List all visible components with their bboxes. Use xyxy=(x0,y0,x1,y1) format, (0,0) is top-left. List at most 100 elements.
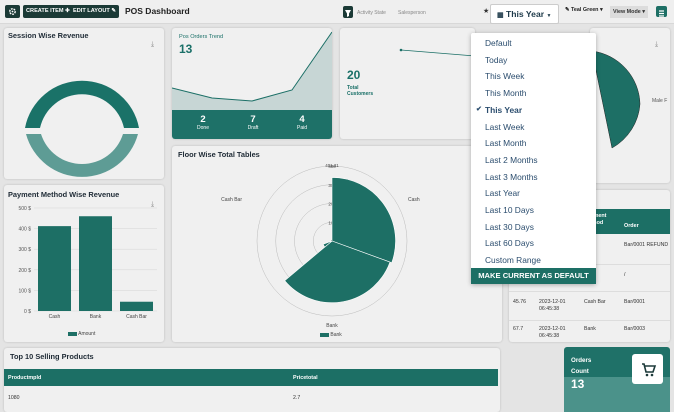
star-icon[interactable]: ★ xyxy=(483,8,490,15)
list-view-button[interactable] xyxy=(656,6,667,17)
polar-legend-label: Bank xyxy=(330,332,342,338)
cell-product: 1080 xyxy=(8,395,20,401)
cell-amount: 67.7 xyxy=(513,326,524,332)
activity-state-filter[interactable]: Activity State xyxy=(357,10,386,16)
orders-trend-title: Pos Orders Trend xyxy=(179,34,224,40)
cell-method: Cash Bar xyxy=(584,299,606,305)
customers-sparkline xyxy=(399,48,475,57)
r-max-label: 401.21 xyxy=(325,163,339,168)
theme-label: Teal Green xyxy=(571,7,599,13)
edit-layout-button[interactable]: EDIT LAYOUT ✎ xyxy=(70,5,120,18)
donut-segment-2[interactable] xyxy=(26,134,138,177)
cell-order: Bar/0003 xyxy=(624,326,646,332)
polar-segment-3[interactable] xyxy=(322,240,333,248)
floor-tables-title: Floor Wise Total Tables xyxy=(178,150,260,159)
date-option-last-year[interactable]: Last Year xyxy=(485,188,520,199)
polar-segment-2[interactable] xyxy=(284,240,391,303)
filter-button[interactable] xyxy=(343,6,353,18)
settings-button[interactable] xyxy=(5,5,20,18)
theme-selector[interactable]: ✎ Teal Green ▾ xyxy=(565,7,603,13)
stat-paid-label: Paid xyxy=(296,125,307,131)
polar-category-label: Bank xyxy=(326,323,338,329)
top-toolbar: CREATE ITEM ✚ EDIT LAYOUT ✎ POS Dashboar… xyxy=(0,0,674,24)
download-icon[interactable]: ⤓ xyxy=(655,41,659,48)
polar-category-label: Cash Bar xyxy=(221,197,242,203)
pie-slice-male[interactable] xyxy=(591,50,641,149)
bar-cash[interactable] xyxy=(38,226,71,311)
date-option-custom-range[interactable]: Custom Range xyxy=(485,255,541,266)
view-mode-selector[interactable]: View Mode ▾ xyxy=(610,6,648,18)
pencil-icon: ✎ xyxy=(111,8,117,14)
create-item-label: CREATE ITEM xyxy=(26,8,64,14)
session-donut-chart xyxy=(25,80,139,177)
legend-swatch xyxy=(68,331,77,336)
y-tick-label: 500 $ xyxy=(18,206,31,212)
cart-button[interactable] xyxy=(632,354,663,384)
orders-stats-bar xyxy=(172,110,332,139)
products-table-header: Productmpld Pricetotal xyxy=(4,369,498,386)
cell-date: 2023-12-01 06:45:38 xyxy=(539,326,566,339)
date-range-dropdown: Custom Range Last 60 Days Last 30 Days Last… xyxy=(471,33,596,284)
x-tick-label: Bank xyxy=(90,314,102,320)
stat-draft-value: 7 xyxy=(250,114,256,125)
cell-order: / xyxy=(624,272,626,278)
stat-draft-label: Draft xyxy=(247,125,259,131)
date-option-today[interactable]: Today xyxy=(485,54,508,65)
stat-done-value: 2 xyxy=(200,114,206,125)
polar-segment-1[interactable] xyxy=(331,177,396,264)
date-option-last-2-months[interactable]: Last 2 Months xyxy=(485,154,538,165)
stat-done-label: Done xyxy=(197,125,209,131)
view-mode-label: View Mode xyxy=(613,9,641,15)
make-default-button[interactable]: MAKE CURRENT AS DEFAULT xyxy=(471,268,596,284)
bar-cash-bar[interactable] xyxy=(120,301,153,311)
download-icon[interactable]: ⤓ xyxy=(151,41,155,48)
customers-card: 20 Total Customers xyxy=(340,28,475,139)
payment-revenue-title: Payment Method Wise Revenue xyxy=(8,190,120,199)
date-option-last-3-months[interactable]: Last 3 Months xyxy=(485,171,538,182)
row-divider xyxy=(509,291,670,292)
caret-down-icon: ▼ xyxy=(546,13,552,19)
orders-count-label: Orders Count xyxy=(571,357,592,375)
cell-order: Bar/0001 REFUND xyxy=(624,242,669,248)
header-order: Order xyxy=(624,223,639,229)
bar-legend: Amount xyxy=(68,331,95,337)
legend-swatch xyxy=(320,332,329,337)
orders-trend-sparkline xyxy=(172,31,332,110)
polar-grid-ring xyxy=(256,165,408,317)
y-tick-label: 200 $ xyxy=(18,268,31,274)
x-tick-label: Cash Bar xyxy=(126,314,147,320)
salesperson-filter[interactable]: Salesperson xyxy=(398,10,426,16)
cell-amount: 45.76 xyxy=(513,299,526,305)
donut-segment-1[interactable] xyxy=(25,80,139,128)
date-range-selector[interactable]: ▦ This Year ▼ xyxy=(490,4,559,24)
cell-order: Bar/0001 xyxy=(624,299,646,305)
top-products-title: Top 10 Selling Products xyxy=(10,352,94,361)
cell-price: 2.7 xyxy=(293,395,301,401)
top-products-card: Top 10 Selling Products Productmpld Pric… xyxy=(4,348,500,412)
checkmark-icon: ✔ xyxy=(476,105,482,113)
filter-icon xyxy=(345,10,351,17)
cart-icon xyxy=(642,363,657,377)
calendar-icon: ▦ xyxy=(497,12,504,19)
list-icon xyxy=(659,10,664,17)
date-option-last-week[interactable]: Last Week xyxy=(485,121,525,132)
bar-bank[interactable] xyxy=(79,216,112,311)
date-option-last-month[interactable]: Last Month xyxy=(485,138,527,149)
cell-method: Bank xyxy=(584,326,596,332)
date-range-label: This Year xyxy=(506,9,545,19)
stat-done: 2 Done xyxy=(190,114,216,131)
date-option-last-60-days[interactable]: Last 60 Days xyxy=(485,238,534,249)
create-item-button[interactable]: CREATE ITEM ✚ xyxy=(23,5,73,18)
date-option-default[interactable]: Default xyxy=(485,38,512,48)
date-option-last-30-days[interactable]: Last 30 Days xyxy=(485,221,534,232)
download-icon[interactable]: ⤓ xyxy=(151,201,155,208)
date-option-last-10-days[interactable]: Last 10 Days xyxy=(485,205,534,215)
date-option-this-week[interactable]: This Week xyxy=(485,71,525,82)
stat-paid-value: 4 xyxy=(299,114,305,125)
session-revenue-title: Session Wise Revenue xyxy=(8,31,89,40)
date-option-this-month[interactable]: This Month xyxy=(485,88,527,99)
date-option-this-year[interactable]: This Year ✔ xyxy=(476,104,523,115)
gender-pie-chart xyxy=(591,50,641,149)
stat-paid: 4 Paid xyxy=(289,114,315,131)
